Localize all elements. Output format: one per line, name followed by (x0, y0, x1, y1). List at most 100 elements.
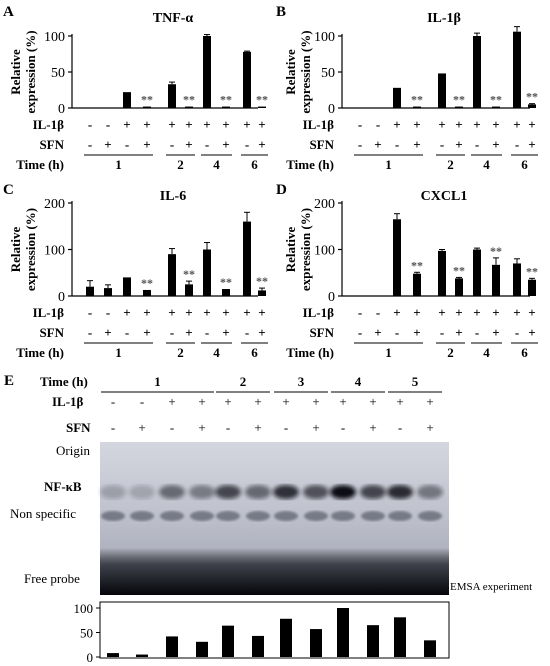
sfn-sign: - (170, 137, 174, 152)
y-tick-label: 200 (44, 197, 65, 212)
y-axis-label: Relativeexpression (%) (8, 208, 38, 291)
il1b-sign: + (393, 117, 400, 132)
emsa-il1b-sign: - (111, 394, 115, 409)
panel-letter-e: E (4, 373, 14, 389)
time-label: 1 (385, 345, 392, 360)
il1b-sign: + (123, 117, 130, 132)
bar (455, 278, 463, 296)
nfkb-label: NF-κB (44, 479, 82, 494)
nonspecific-band (361, 511, 385, 521)
emsa-quant-chart: 0 50 100 (74, 601, 436, 665)
significance-mark: ** (526, 264, 538, 278)
il1b-sign: - (88, 305, 92, 320)
il1b-sign: - (376, 305, 380, 320)
sfn-sign: + (455, 137, 462, 152)
nonspecific-band (246, 511, 270, 521)
nonspecific-band (101, 511, 125, 521)
free-probe-band (100, 548, 449, 595)
nfkb-band (129, 485, 155, 499)
emsa-sfn-sign: - (170, 420, 174, 435)
emsa-il1b-sign: - (140, 394, 144, 409)
bar (513, 263, 521, 296)
y-axis-label: Relativeexpression (%) (283, 30, 313, 113)
panel-letter-b: B (276, 4, 286, 20)
sfn-sign: - (88, 325, 92, 340)
nfkb-band (215, 485, 241, 499)
time-label: 4 (213, 157, 220, 172)
panel-d: D CXCL1 Relativeexpression (%) 0 100 200 ** ** *… (276, 182, 538, 360)
y-axis-label-line: expression (%) (298, 30, 313, 113)
bar (123, 92, 131, 108)
emsa-sfn-sign: + (198, 420, 205, 435)
il1b-sign: + (203, 117, 210, 132)
nfkb-band (330, 485, 356, 499)
emsa-sfn-sign: - (111, 420, 115, 435)
significance-mark: ** (141, 93, 153, 107)
nfkb-band (189, 485, 215, 499)
time-label: 6 (251, 157, 258, 172)
bar (258, 290, 266, 296)
sfn-sign: - (205, 137, 209, 152)
time-label: 4 (483, 345, 490, 360)
sfn-sign: - (125, 325, 129, 340)
y-tick-label: 50 (80, 626, 93, 641)
sfn-sign: - (170, 325, 174, 340)
y-tick-label: 100 (44, 30, 65, 45)
sfn-sign: - (358, 137, 362, 152)
time-row-label: Time (h) (286, 157, 334, 172)
y-tick-label: 0 (58, 290, 65, 305)
sfn-row-label: SFN (309, 325, 334, 340)
sfn-row-label: SFN (39, 137, 64, 152)
sfn-sign: - (440, 325, 444, 340)
bar (166, 636, 178, 657)
il1b-sign: + (222, 117, 229, 132)
sfn-row-label: SFN (39, 325, 64, 340)
emsa-sfn-sign: - (226, 420, 230, 435)
emsa-time-label: 1 (154, 374, 161, 389)
emsa-sfn-sign: + (254, 420, 261, 435)
time-row-label: Time (h) (16, 157, 64, 172)
significance-mark: ** (411, 93, 423, 107)
panel-c: C IL-6 Relativeexpression (%) 0 100 200 ** ** **… (3, 182, 268, 360)
emsa-il1b-sign: + (396, 394, 403, 409)
y-axis-label: Relativeexpression (%) (283, 208, 313, 291)
panel-letter-a: A (3, 4, 14, 20)
time-label: 6 (521, 345, 528, 360)
nfkb-band (273, 485, 299, 499)
y-tick-label: 200 (314, 197, 335, 212)
panel-a: A TNF-α Relativeexpression (%) 0 50 100 ** ** **… (3, 4, 268, 172)
emsa-sfn-sign: + (138, 420, 145, 435)
il1b-row-label: IL-1β (33, 117, 65, 132)
bar (243, 221, 251, 296)
significance-mark: ** (183, 93, 195, 107)
il1b-sign: + (258, 117, 265, 132)
emsa-time-label: 4 (355, 374, 362, 389)
sfn-sign: + (104, 325, 111, 340)
bar (492, 264, 500, 296)
sfn-sign: + (104, 137, 111, 152)
panel-title: IL-1β (427, 11, 461, 26)
sfn-sign: + (528, 137, 535, 152)
il1b-sign: + (513, 117, 520, 132)
significance-mark: ** (490, 244, 502, 258)
emsa-sfn-sign: - (341, 420, 345, 435)
nonspecific-band (304, 511, 328, 521)
nonspecific-band (418, 511, 442, 521)
sfn-sign: - (245, 137, 249, 152)
emsa-il1b-sign: + (282, 394, 289, 409)
nfkb-band (245, 485, 271, 499)
time-label: 2 (177, 345, 184, 360)
bar (413, 106, 421, 108)
il1b-sign: + (168, 117, 175, 132)
bar (438, 250, 446, 296)
il1b-sign: + (528, 305, 535, 320)
significance-mark: ** (141, 276, 153, 290)
time-label: 1 (385, 157, 392, 172)
time-label: 4 (483, 157, 490, 172)
significance-mark: ** (453, 93, 465, 107)
bar (413, 273, 421, 296)
bar (185, 284, 193, 296)
sfn-sign: + (374, 325, 381, 340)
sfn-sign: + (222, 137, 229, 152)
il1b-sign: - (88, 117, 92, 132)
